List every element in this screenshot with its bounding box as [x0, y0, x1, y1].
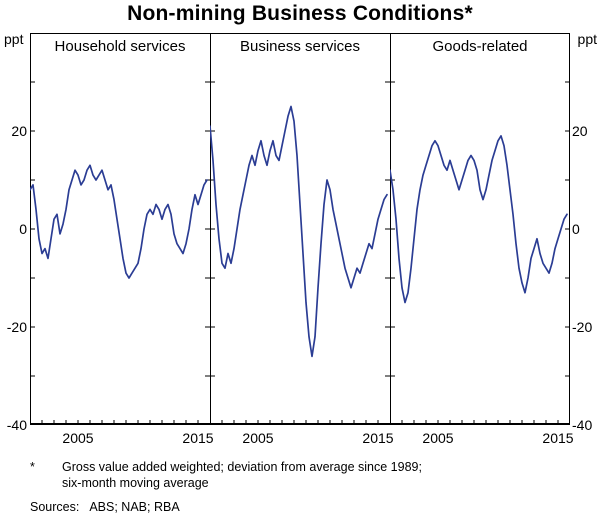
- y-tick-label: -20: [6, 319, 27, 335]
- x-tick-label: 2005: [422, 430, 454, 446]
- y-tick-label: 20: [572, 123, 588, 139]
- panel-title-business-services: Business services: [239, 38, 361, 55]
- panel-title-household-services: Household services: [54, 38, 186, 55]
- x-tick-label: 2015: [182, 430, 214, 446]
- y-tick-label: -40: [6, 417, 27, 433]
- sources-label: Sources:: [30, 500, 80, 514]
- footnote-text: Gross value added weighted; deviation fr…: [62, 459, 422, 491]
- chart-title: Non-mining Business Conditions*: [127, 2, 473, 25]
- series-line-household-services: [30, 164, 208, 279]
- series-line-goods-related: [390, 135, 568, 304]
- x-tick-label: 2015: [542, 430, 574, 446]
- y-tick-label: 20: [11, 123, 27, 139]
- plot-area: [30, 33, 570, 425]
- x-tick-label: 2015: [362, 430, 394, 446]
- x-tick-label: 2005: [242, 430, 274, 446]
- footnote-line2: six-month moving average: [62, 476, 209, 490]
- footnote: * Gross value added weighted; deviation f…: [30, 459, 575, 491]
- sources-text: ABS; NAB; RBA: [89, 500, 180, 514]
- y-tick-label: -20: [572, 319, 593, 335]
- y-axis-unit-left: ppt: [4, 31, 24, 47]
- footnote-marker: *: [30, 460, 35, 474]
- y-tick-label: 0: [572, 221, 580, 237]
- chart-canvas: [30, 33, 570, 425]
- x-tick-label: 2005: [62, 430, 94, 446]
- y-axis-unit-right: ppt: [577, 31, 597, 47]
- y-tick-label: -40: [572, 417, 593, 433]
- series-line-business-services: [210, 105, 388, 358]
- plot-frame: [30, 33, 570, 425]
- footnote-line1: Gross value added weighted; deviation fr…: [62, 460, 422, 474]
- panel-title-goods-related: Goods-related: [432, 38, 528, 55]
- y-tick-label: 0: [19, 221, 27, 237]
- sources-line: Sources: ABS; NAB; RBA: [30, 500, 180, 514]
